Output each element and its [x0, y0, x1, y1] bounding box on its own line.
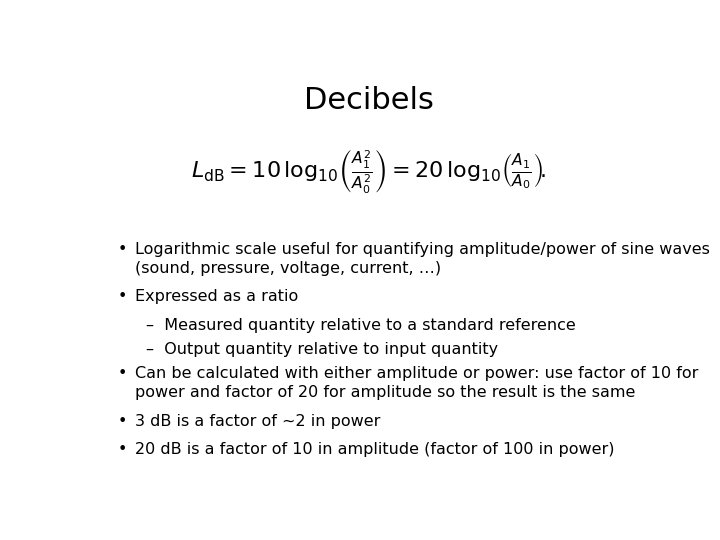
- Text: Can be calculated with either amplitude or power: use factor of 10 for
power and: Can be calculated with either amplitude …: [135, 366, 698, 400]
- Text: $L_{\mathrm{dB}} = 10\,\log_{10}\!\left(\frac{A_1^2}{A_0^2}\right) = 20\,\log_{1: $L_{\mathrm{dB}} = 10\,\log_{10}\!\left(…: [192, 148, 546, 196]
- Text: –  Measured quantity relative to a standard reference: – Measured quantity relative to a standa…: [145, 318, 575, 333]
- Text: 3 dB is a factor of ~2 in power: 3 dB is a factor of ~2 in power: [135, 414, 380, 429]
- Text: 20 dB is a factor of 10 in amplitude (factor of 100 in power): 20 dB is a factor of 10 in amplitude (fa…: [135, 442, 614, 457]
- Text: Logarithmic scale useful for quantifying amplitude/power of sine waves
(sound, p: Logarithmic scale useful for quantifying…: [135, 241, 709, 276]
- Text: •: •: [118, 442, 127, 457]
- Text: –  Output quantity relative to input quantity: – Output quantity relative to input quan…: [145, 342, 498, 357]
- Text: •: •: [118, 414, 127, 429]
- Text: Expressed as a ratio: Expressed as a ratio: [135, 289, 298, 305]
- Text: Decibels: Decibels: [304, 85, 434, 114]
- Text: •: •: [118, 366, 127, 381]
- Text: •: •: [118, 289, 127, 305]
- Text: •: •: [118, 241, 127, 256]
